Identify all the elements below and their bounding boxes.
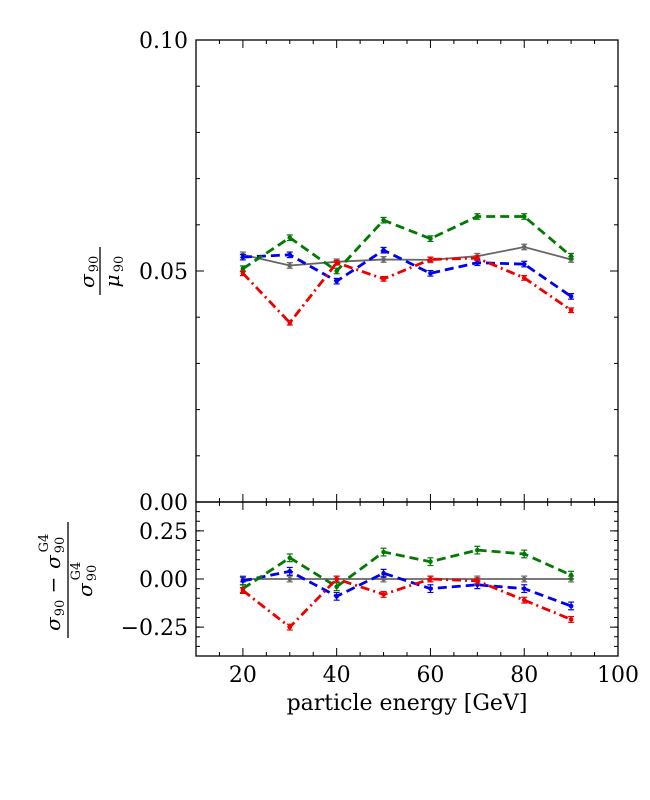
top-point-green-dashed-20 [240, 266, 246, 271]
top-ylabel-den: μ [100, 275, 124, 288]
top-ytick-label-1: 0.05 [139, 260, 188, 285]
bottom-series-line-green-dashed [242, 548, 572, 590]
bottom-point-green-dashed-50 [381, 549, 386, 555]
bottom-point-red-dashdot-70 [475, 578, 480, 584]
top-point-green-dashed-60 [428, 236, 433, 241]
top-point-blue-dashed-50 [381, 247, 386, 253]
bottom-ticks-group: 0.25 0.00 −0.25 20 40 60 80 100 [121, 501, 639, 688]
top-point-red-dashdot-30 [287, 320, 293, 326]
bottom-point-blue-dashed-60 [428, 586, 433, 591]
top-point-blue-dashed-40 [334, 278, 339, 284]
bottom-point-red-dashdot-50 [381, 592, 386, 597]
bottom-point-red-dashdot-20 [240, 588, 246, 593]
bottom-xtick-label-40: 40 [323, 663, 351, 688]
bottom-point-blue-dashed-20 [240, 578, 246, 584]
bottom-point-red-dashdot-60 [428, 576, 433, 582]
top-series-line-red-dashdot [241, 256, 572, 325]
bottom-point-green-dashed-40 [334, 584, 339, 589]
top-point-red-dashdot-50 [381, 276, 386, 282]
top-point-red-dashdot-90 [568, 307, 574, 313]
top-point-red-dashdot-20 [240, 271, 246, 276]
bottom-ylabel-num-a-sub: 90 [53, 600, 68, 617]
bottom-point-blue-dashed-50 [381, 570, 386, 576]
top-ylabel-num-sub: 90 [87, 256, 102, 273]
bottom-point-grey-solid-30 [287, 576, 293, 582]
bottom-point-grey-solid-80 [521, 576, 527, 582]
top-ytick-label-2: 0.10 [139, 29, 188, 54]
top-y-axis-label: σ 90 μ 90 [75, 247, 127, 295]
bottom-panel: 0.25 0.00 −0.25 20 40 60 80 100 σ 90 − σ 90 G4 … [37, 501, 639, 716]
top-point-grey-solid-80 [521, 244, 527, 250]
top-ytick-label-0: 0.00 [139, 491, 188, 516]
bottom-point-blue-dashed-40 [334, 594, 339, 599]
bottom-xtick-label-20: 20 [229, 663, 257, 688]
top-point-green-dashed-30 [287, 235, 293, 241]
bottom-ylabel-num-b-sup: G4 [37, 534, 52, 553]
top-ylabel-num: σ [75, 273, 99, 288]
top-ticks-group: 0.00 0.05 0.10 [139, 29, 619, 516]
top-point-red-dashdot-80 [521, 275, 527, 281]
bottom-point-blue-dashed-80 [521, 586, 527, 591]
top-point-green-dashed-40 [334, 268, 339, 274]
top-point-blue-dashed-80 [521, 261, 527, 267]
bottom-ylabel-num-b-sub: 90 [53, 537, 68, 554]
bottom-series-group [239, 545, 575, 631]
top-point-green-dashed-70 [475, 214, 480, 219]
top-point-grey-solid-50 [381, 257, 386, 262]
bottom-point-red-dashdot-80 [521, 597, 527, 603]
bottom-series-line-red-dashdot [242, 577, 572, 629]
top-point-blue-dashed-20 [240, 254, 246, 260]
bottom-xtick-label-60: 60 [416, 663, 444, 688]
top-series-line-grey-solid [242, 246, 572, 267]
bottom-y-axis-label: σ 90 − σ 90 G4 σ 90 G4 [37, 522, 100, 638]
bottom-ylabel-den-sup: G4 [69, 562, 84, 581]
bottom-ytick-label-2: −0.25 [121, 616, 188, 641]
top-point-grey-solid-30 [287, 263, 293, 268]
top-axes-frame [195, 39, 619, 503]
x-axis-label: particle energy [GeV] [287, 691, 528, 716]
bottom-point-grey-solid-50 [381, 576, 386, 582]
top-point-green-dashed-90 [568, 253, 574, 259]
bottom-ylabel-num-a: σ [41, 616, 65, 631]
bottom-ylabel-minus: − [41, 577, 65, 594]
bottom-point-green-dashed-30 [287, 555, 293, 561]
bottom-point-green-dashed-60 [428, 559, 433, 564]
bottom-series-line-blue-dashed [242, 569, 572, 608]
bottom-point-red-dashdot-30 [287, 624, 293, 630]
bottom-point-blue-dashed-90 [568, 603, 574, 609]
bottom-ylabel-den: σ [73, 582, 97, 597]
top-series-line-blue-dashed [242, 248, 572, 298]
top-point-blue-dashed-70 [475, 260, 480, 265]
bottom-xtick-label-100: 100 [597, 663, 639, 688]
bottom-point-green-dashed-70 [475, 547, 480, 553]
top-point-green-dashed-50 [381, 217, 386, 223]
bottom-point-red-dashdot-40 [334, 576, 339, 582]
top-point-blue-dashed-60 [428, 271, 433, 276]
bottom-point-green-dashed-80 [521, 551, 527, 557]
bottom-point-red-dashdot-90 [568, 617, 574, 622]
top-point-red-dashdot-70 [475, 255, 480, 261]
top-series-group [239, 213, 575, 326]
bottom-ytick-label-1: 0.00 [139, 568, 188, 593]
bottom-ytick-label-0: 0.25 [139, 520, 188, 545]
bottom-ylabel-den-sub: 90 [85, 565, 100, 582]
top-ylabel-den-sub: 90 [112, 256, 127, 273]
top-series-line-green-dashed [242, 215, 573, 273]
top-panel: 0.00 0.05 0.10 σ 90 μ 90 [75, 29, 619, 516]
bottom-ylabel-num-b: σ [41, 554, 65, 569]
top-point-blue-dashed-90 [568, 294, 574, 299]
top-point-blue-dashed-30 [287, 252, 293, 258]
top-point-green-dashed-80 [521, 214, 527, 219]
top-point-red-dashdot-60 [428, 257, 433, 262]
bottom-xtick-label-80: 80 [510, 663, 538, 688]
top-point-red-dashdot-40 [334, 260, 339, 265]
bottom-point-blue-dashed-30 [287, 569, 293, 574]
bottom-point-green-dashed-90 [568, 572, 574, 578]
